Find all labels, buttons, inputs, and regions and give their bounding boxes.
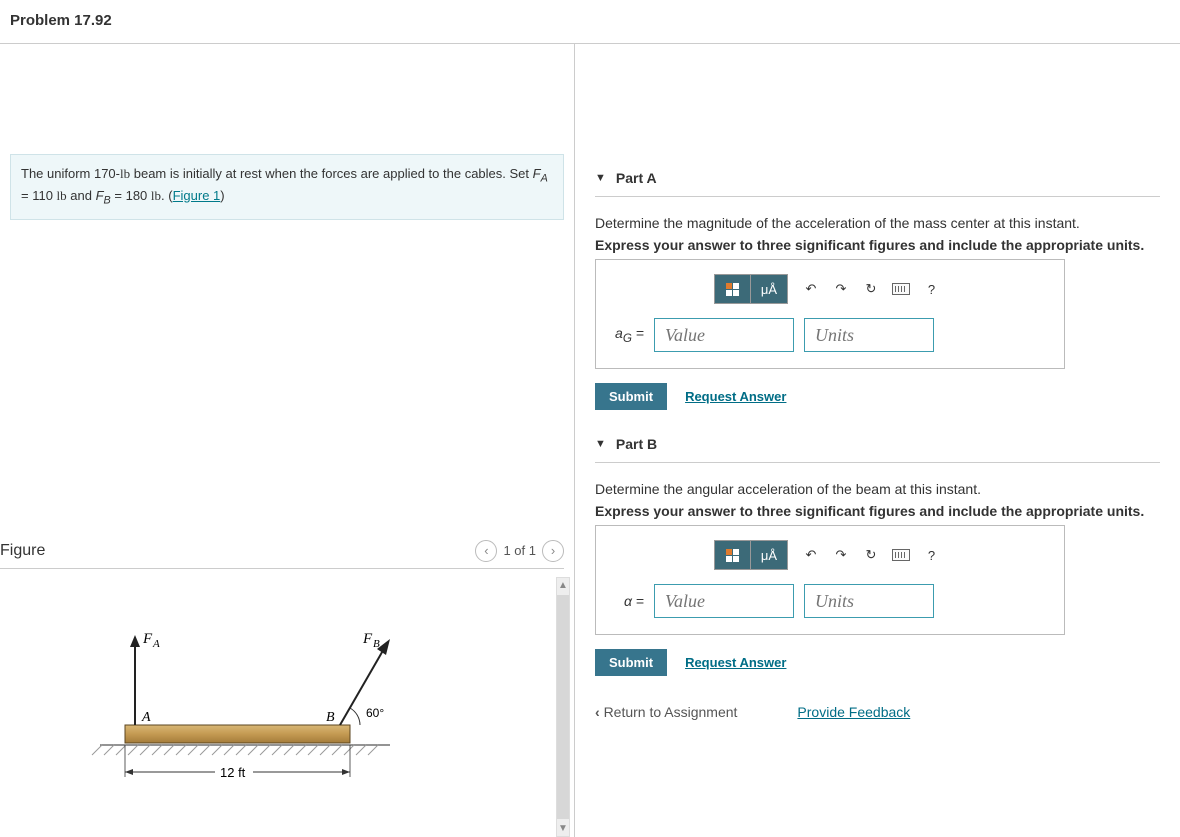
part-b-request-answer-link[interactable]: Request Answer (685, 655, 786, 670)
part-b-prompt2: Express your answer to three significant… (595, 503, 1144, 519)
left-column: The uniform 170-lb beam is initially at … (0, 44, 575, 837)
stem-text: . ( (161, 188, 173, 203)
scroll-down-icon[interactable]: ▼ (558, 821, 568, 836)
svg-text:12 ft: 12 ft (220, 765, 246, 780)
stem-text: ) (220, 188, 224, 203)
stem-text: = 110 (21, 188, 57, 203)
stem-var: F (533, 166, 541, 181)
stem-var: F (96, 188, 104, 203)
part-a-title: Part A (616, 170, 657, 186)
feedback-link[interactable]: Provide Feedback (797, 704, 910, 720)
svg-text:A: A (152, 638, 160, 650)
redo-button[interactable]: ↷ (826, 275, 856, 303)
part-b-value-input[interactable] (654, 584, 794, 618)
part-b-header[interactable]: ▼ Part B (595, 430, 1160, 463)
special-chars-button[interactable]: μÅ (751, 541, 787, 569)
figure-title: Figure (0, 542, 45, 560)
part-a-request-answer-link[interactable]: Request Answer (685, 389, 786, 404)
undo-button[interactable]: ↶ (796, 275, 826, 303)
stem-text: = 180 (111, 188, 151, 203)
reset-button[interactable]: ↻ (856, 541, 886, 569)
figure-svg: F A F B A B 60° 12 ft (80, 617, 440, 797)
part-b-answer-box: μÅ ↶ ↷ ↻ ? α = (595, 525, 1065, 635)
part-b-submit-button[interactable]: Submit (595, 649, 667, 676)
part-a-units-input[interactable] (804, 318, 934, 352)
figure-link[interactable]: Figure 1 (173, 188, 221, 203)
svg-text:60°: 60° (366, 706, 384, 720)
figure-nav: ‹ 1 of 1 › (475, 540, 564, 562)
stem-text: The uniform 170- (21, 166, 120, 181)
templates-icon (726, 549, 739, 562)
figure-counter: 1 of 1 (503, 543, 536, 558)
svg-text:A: A (141, 710, 151, 725)
keyboard-button[interactable] (886, 275, 916, 303)
right-column: ▼ Part A Determine the magnitude of the … (575, 44, 1180, 837)
svg-text:B: B (326, 710, 335, 725)
part-b-var-label: α = (610, 593, 644, 609)
problem-title: Problem 17.92 (10, 12, 1170, 29)
caret-down-icon: ▼ (595, 172, 606, 184)
answer-toolbar: μÅ ↶ ↷ ↻ ? (610, 540, 1050, 570)
stem-text: and (67, 188, 96, 203)
part-a-answer-box: μÅ ↶ ↷ ↻ ? aG = (595, 259, 1065, 369)
part-b-prompt1: Determine the angular acceleration of th… (595, 481, 1160, 497)
footer-links: Return to Assignment Provide Feedback (595, 704, 1160, 720)
svg-text:F: F (142, 631, 153, 647)
part-b-title: Part B (616, 436, 657, 452)
undo-button[interactable]: ↶ (796, 541, 826, 569)
part-a-submit-button[interactable]: Submit (595, 383, 667, 410)
problem-stem: The uniform 170-lb beam is initially at … (10, 154, 564, 220)
scroll-track[interactable] (557, 595, 569, 819)
part-a-prompt2: Express your answer to three significant… (595, 237, 1144, 253)
templates-button[interactable] (715, 541, 751, 569)
part-a-var-label: aG = (610, 325, 644, 345)
figure-prev-button[interactable]: ‹ (475, 540, 497, 562)
reset-button[interactable]: ↻ (856, 275, 886, 303)
part-b: ▼ Part B Determine the angular accelerat… (595, 430, 1160, 676)
svg-text:F: F (362, 631, 373, 647)
return-link[interactable]: Return to Assignment (595, 704, 737, 720)
stem-sub: A (541, 173, 548, 185)
problem-header: Problem 17.92 (0, 0, 1180, 44)
templates-icon (726, 283, 739, 296)
stem-unit: lb (120, 166, 130, 181)
keyboard-icon (892, 549, 910, 561)
answer-toolbar: μÅ ↶ ↷ ↻ ? (610, 274, 1050, 304)
keyboard-icon (892, 283, 910, 295)
figure-next-button[interactable]: › (542, 540, 564, 562)
stem-unit: lb (57, 188, 67, 203)
part-a-value-input[interactable] (654, 318, 794, 352)
redo-button[interactable]: ↷ (826, 541, 856, 569)
part-a-header[interactable]: ▼ Part A (595, 164, 1160, 197)
part-b-units-input[interactable] (804, 584, 934, 618)
special-chars-button[interactable]: μÅ (751, 275, 787, 303)
stem-sub: B (104, 194, 111, 206)
stem-unit: lb (151, 188, 161, 203)
help-button[interactable]: ? (916, 541, 946, 569)
help-button[interactable]: ? (916, 275, 946, 303)
caret-down-icon: ▼ (595, 438, 606, 450)
part-a-prompt1: Determine the magnitude of the accelerat… (595, 215, 1160, 231)
keyboard-button[interactable] (886, 541, 916, 569)
scroll-up-icon[interactable]: ▲ (558, 578, 568, 593)
stem-text: beam is initially at rest when the force… (130, 166, 533, 181)
svg-text:B: B (373, 638, 380, 650)
templates-button[interactable] (715, 275, 751, 303)
figure-area: F A F B A B 60° 12 ft ▲ ▼ (0, 577, 574, 837)
figure-scrollbar[interactable]: ▲ ▼ (556, 577, 570, 837)
part-a: ▼ Part A Determine the magnitude of the … (595, 164, 1160, 410)
